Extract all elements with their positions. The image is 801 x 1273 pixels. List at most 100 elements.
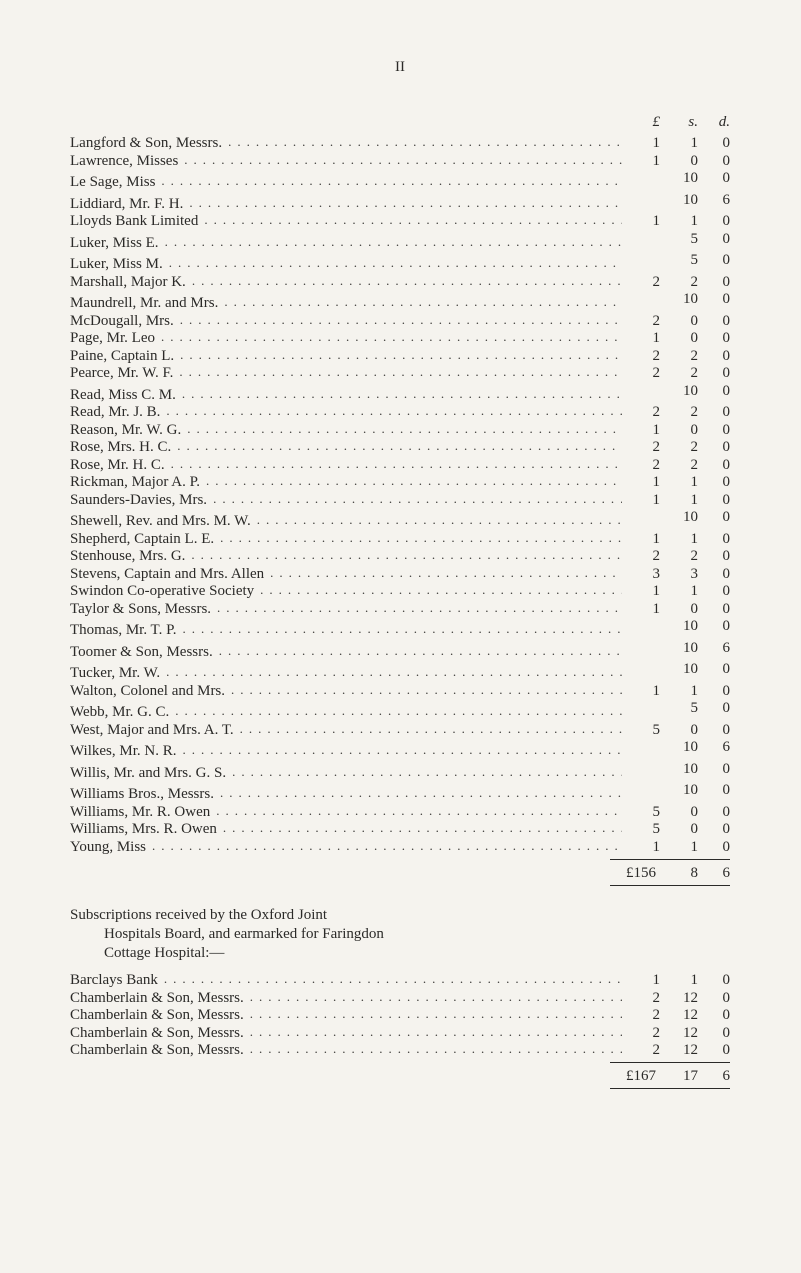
subscriber-name: Chamberlain & Son, Messrs. bbox=[70, 1026, 250, 1041]
dot-leader: ........................................… bbox=[192, 274, 622, 287]
amount: 100 bbox=[622, 602, 730, 617]
dot-leader: ........................................… bbox=[204, 213, 622, 226]
amount-shillings: 10 bbox=[660, 740, 698, 755]
amount-pounds: 5 bbox=[622, 805, 660, 820]
subscriber-name: Walton, Colonel and Mrs. bbox=[70, 684, 231, 699]
amount-pence: 0 bbox=[698, 1026, 730, 1041]
subscriber-name: Wilkes, Mr. N. R. bbox=[70, 744, 182, 759]
subs-line-3: Cottage Hospital:— bbox=[70, 944, 510, 963]
amount-pounds: 2 bbox=[622, 275, 660, 290]
dot-leader: ........................................… bbox=[250, 990, 622, 1003]
page-number: II bbox=[70, 60, 730, 75]
amount-shillings: 1 bbox=[660, 584, 698, 599]
subscriber-name: Liddiard, Mr. F. H. bbox=[70, 197, 189, 212]
dot-leader: ........................................… bbox=[250, 1007, 622, 1020]
amount-pounds: 3 bbox=[622, 567, 660, 582]
subscriber-name: Webb, Mr. G. C. bbox=[70, 705, 175, 720]
amount-pounds: 2 bbox=[622, 1026, 660, 1041]
amount-shillings: 1 bbox=[660, 532, 698, 547]
amount-pence: 0 bbox=[698, 366, 730, 381]
ledger-row: Lawrence, Misses........................… bbox=[70, 154, 730, 169]
amount-pounds: 1 bbox=[622, 493, 660, 508]
amount-pence: 0 bbox=[698, 567, 730, 582]
amount-shillings: 0 bbox=[660, 154, 698, 169]
dot-leader: ........................................… bbox=[250, 1042, 622, 1055]
subscriber-name: Williams, Mr. R. Owen bbox=[70, 805, 216, 820]
subscriber-name: Marshall, Major K. bbox=[70, 275, 192, 290]
dot-leader: ........................................… bbox=[189, 196, 622, 209]
header-pounds: £ bbox=[622, 115, 660, 130]
header-shillings: s. bbox=[660, 115, 698, 130]
amount: 100 bbox=[622, 171, 730, 186]
dot-leader: ........................................… bbox=[223, 821, 622, 834]
amount: 110 bbox=[622, 214, 730, 229]
amount-shillings: 5 bbox=[660, 232, 698, 247]
ledger-row: Reason, Mr. W. G........................… bbox=[70, 423, 730, 438]
amount-shillings: 5 bbox=[660, 701, 698, 716]
amount-pence: 0 bbox=[698, 723, 730, 738]
amount-shillings: 10 bbox=[660, 193, 698, 208]
amount-shillings: 0 bbox=[660, 314, 698, 329]
subscriber-name: Paine, Captain L. bbox=[70, 349, 180, 364]
amount-shillings: 0 bbox=[660, 423, 698, 438]
amount: 220 bbox=[622, 458, 730, 473]
dot-leader: ........................................… bbox=[164, 972, 622, 985]
amount-pounds bbox=[622, 783, 660, 798]
subscriber-name: Lloyds Bank Limited bbox=[70, 214, 204, 229]
amount: 110 bbox=[622, 475, 730, 490]
amount-shillings: 1 bbox=[660, 840, 698, 855]
total-row-1: £156 8 6 bbox=[70, 866, 730, 881]
subscriber-name: Reason, Mr. W. G. bbox=[70, 423, 187, 438]
amount-pence: 0 bbox=[698, 619, 730, 634]
amount-pence: 0 bbox=[698, 331, 730, 346]
ledger-row: Rose, Mr. H. C..........................… bbox=[70, 458, 730, 473]
ledger-row: Luker, Miss E...........................… bbox=[70, 232, 730, 251]
subscriber-name: Rose, Mr. H. C. bbox=[70, 458, 171, 473]
amount-shillings: 0 bbox=[660, 331, 698, 346]
total-1-shillings: 8 bbox=[660, 866, 698, 881]
subscriber-name: Chamberlain & Son, Messrs. bbox=[70, 1008, 250, 1023]
amount-shillings: 10 bbox=[660, 619, 698, 634]
dot-leader: ........................................… bbox=[220, 531, 622, 544]
ledger-row: Page, Mr. Leo...........................… bbox=[70, 331, 730, 346]
amount-pounds: 1 bbox=[622, 973, 660, 988]
dot-leader: ........................................… bbox=[187, 422, 622, 435]
amount-pence: 0 bbox=[698, 440, 730, 455]
dot-leader: ........................................… bbox=[182, 387, 622, 400]
subscriber-name: Langford & Son, Messrs. bbox=[70, 136, 228, 151]
amount-pounds: 2 bbox=[622, 991, 660, 1006]
dot-leader: ........................................… bbox=[228, 135, 622, 148]
subscriber-name: Page, Mr. Leo bbox=[70, 331, 161, 346]
amount-pence: 0 bbox=[698, 349, 730, 364]
page: II £ s. d. Langford & Son, Messrs.......… bbox=[70, 60, 730, 1089]
ledger-row: Rickman, Major A. P.....................… bbox=[70, 475, 730, 490]
subscriber-name: Read, Mr. J. B. bbox=[70, 405, 166, 420]
subscriber-name: Stenhouse, Mrs. G. bbox=[70, 549, 191, 564]
subscriber-name: Saunders-Davies, Mrs. bbox=[70, 493, 213, 508]
ledger-row: Paine, Captain L........................… bbox=[70, 349, 730, 364]
ledger-row: West, Major and Mrs. A. T...............… bbox=[70, 723, 730, 738]
amount-shillings: 12 bbox=[660, 991, 698, 1006]
amount: 110 bbox=[622, 136, 730, 151]
subscriber-name: Luker, Miss M. bbox=[70, 257, 169, 272]
ledger-row: Swindon Co-operative Society............… bbox=[70, 584, 730, 599]
dot-leader: ........................................… bbox=[180, 313, 622, 326]
amount-pounds bbox=[622, 762, 660, 777]
subscriber-name: Thomas, Mr. T. P. bbox=[70, 623, 183, 638]
amount-shillings: 10 bbox=[660, 641, 698, 656]
ledger-row: Taylor & Sons, Messrs...................… bbox=[70, 602, 730, 617]
amount: 2120 bbox=[622, 1043, 730, 1058]
amount-pence: 0 bbox=[698, 805, 730, 820]
subscriber-name: Chamberlain & Son, Messrs. bbox=[70, 991, 250, 1006]
amount: 110 bbox=[622, 493, 730, 508]
amount-pounds bbox=[622, 641, 660, 656]
amount-pence: 0 bbox=[698, 314, 730, 329]
ledger-row: McDougall, Mrs..........................… bbox=[70, 314, 730, 329]
amount-pence: 6 bbox=[698, 641, 730, 656]
amount-shillings: 12 bbox=[660, 1008, 698, 1023]
ledger-row: Walton, Colonel and Mrs.................… bbox=[70, 684, 730, 699]
amount-pounds bbox=[622, 171, 660, 186]
amount-pence: 0 bbox=[698, 493, 730, 508]
amount: 2120 bbox=[622, 1026, 730, 1041]
ledger-row: Rose, Mrs. H. C.........................… bbox=[70, 440, 730, 455]
